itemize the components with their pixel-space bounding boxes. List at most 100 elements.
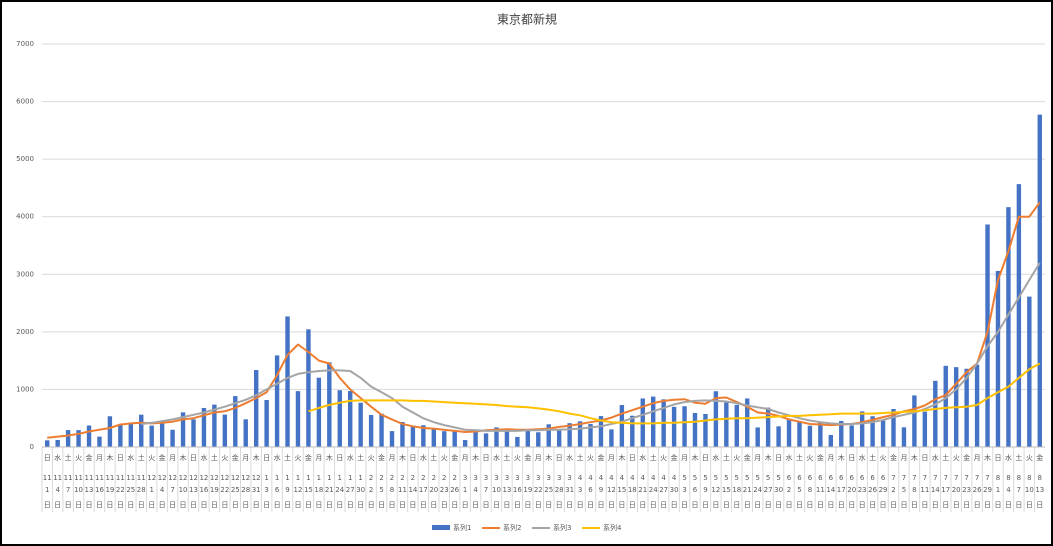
x-suffix-label: 日 <box>86 501 93 509</box>
x-weekday-label: 月 <box>608 454 615 462</box>
x-weekday-label: 日 <box>629 454 636 462</box>
bar <box>285 316 290 447</box>
x-weekday-label: 木 <box>106 453 113 462</box>
x-month-label: 8 <box>1017 474 1021 482</box>
x-day-label: 27 <box>346 486 355 494</box>
x-day-label: 13 <box>502 486 511 494</box>
x-day-label: 8 <box>912 486 916 494</box>
x-month-label: 1 <box>338 474 342 482</box>
x-suffix-label: 日 <box>890 501 897 509</box>
x-weekday-label: 金 <box>890 453 897 462</box>
bar <box>358 402 363 447</box>
x-weekday-label: 水 <box>712 453 719 462</box>
bar <box>891 409 896 447</box>
x-month-label: 5 <box>682 474 686 482</box>
x-day-label: 9 <box>285 486 289 494</box>
bar <box>410 425 416 447</box>
x-weekday-label: 水 <box>54 453 61 462</box>
x-month-label: 7 <box>912 474 916 482</box>
legend-label: 系列2 <box>503 523 521 532</box>
x-suffix-label: 日 <box>441 501 448 509</box>
x-suffix-label: 日 <box>409 501 416 509</box>
x-month-label: 1 <box>306 474 310 482</box>
x-suffix-label: 日 <box>984 501 991 509</box>
x-suffix-label: 日 <box>723 501 730 509</box>
x-day-label: 23 <box>858 486 867 494</box>
x-month-label: 3 <box>567 474 571 482</box>
chart-title: 東京都新規 <box>497 12 557 27</box>
bar <box>880 419 886 447</box>
x-suffix-label: 日 <box>744 501 751 509</box>
x-weekday-label: 木 <box>691 453 698 462</box>
bar <box>703 414 708 447</box>
x-suffix-label: 日 <box>556 501 563 509</box>
x-weekday-label: 金 <box>86 453 93 462</box>
x-month-label: 7 <box>891 474 895 482</box>
x-weekday-label: 日 <box>775 454 782 462</box>
x-day-label: 15 <box>304 486 313 494</box>
x-day-label: 23 <box>440 486 449 494</box>
bar <box>316 377 322 447</box>
x-weekday-label: 土 <box>211 453 218 462</box>
y-tick-label: 7000 <box>16 40 34 48</box>
x-suffix-label: 日 <box>900 501 907 509</box>
x-weekday-label: 水 <box>786 453 793 462</box>
bar <box>222 414 228 447</box>
x-weekday-label: 日 <box>117 454 124 462</box>
x-suffix-label: 日 <box>608 501 615 509</box>
x-suffix-label: 日 <box>117 501 124 509</box>
x-month-label: 5 <box>766 474 770 482</box>
x-month-label: 4 <box>588 474 593 482</box>
x-suffix-label: 日 <box>869 501 876 509</box>
x-weekday-label: 火 <box>148 454 155 462</box>
x-suffix-label: 日 <box>712 501 719 509</box>
bar <box>107 416 113 447</box>
bar <box>483 433 489 447</box>
x-weekday-label: 月 <box>681 454 688 462</box>
x-weekday-label: 日 <box>44 454 51 462</box>
bar <box>776 426 781 447</box>
x-day-label: 1 <box>463 486 467 494</box>
x-weekday-label: 金 <box>305 453 312 462</box>
x-day-label: 24 <box>649 486 658 494</box>
x-day-label: 19 <box>210 486 219 494</box>
x-suffix-label: 日 <box>232 501 239 509</box>
x-month-label: 3 <box>505 474 509 482</box>
x-suffix-label: 日 <box>775 501 782 509</box>
bar <box>348 390 353 447</box>
x-weekday-label: 月 <box>827 454 834 462</box>
x-day-label: 8 <box>808 486 812 494</box>
bar <box>870 416 875 447</box>
x-day-label: 19 <box>523 486 532 494</box>
x-suffix-label: 日 <box>671 501 678 509</box>
series-line <box>308 362 1041 425</box>
x-suffix-label: 日 <box>503 501 510 509</box>
x-suffix-label: 日 <box>253 501 260 509</box>
x-suffix-label: 日 <box>200 501 207 509</box>
x-day-label: 6 <box>275 486 280 494</box>
x-weekday-label: 金 <box>963 453 970 462</box>
bar <box>734 404 739 447</box>
x-day-label: 2 <box>891 486 895 494</box>
x-suffix-label: 日 <box>650 501 657 509</box>
x-day-label: 24 <box>753 486 762 494</box>
x-month-label: 11 <box>53 474 62 482</box>
y-tick-label: 6000 <box>16 98 34 106</box>
x-day-label: 5 <box>379 486 383 494</box>
x-month-label: 6 <box>870 474 875 482</box>
x-weekday-label: 月 <box>389 454 396 462</box>
bar <box>431 428 436 447</box>
bar <box>159 421 165 447</box>
x-day-label: 21 <box>325 486 334 494</box>
x-suffix-label: 日 <box>806 501 813 509</box>
x-month-label: 6 <box>829 474 834 482</box>
x-weekday-label: 水 <box>127 453 134 462</box>
x-day-label: 28 <box>555 486 564 494</box>
bar <box>201 407 207 447</box>
bar <box>588 424 593 447</box>
x-month-label: 3 <box>546 474 550 482</box>
x-month-label: 2 <box>400 474 404 482</box>
x-weekday-label: 金 <box>159 453 166 462</box>
x-weekday-label: 木 <box>911 453 918 462</box>
x-day-label: 21 <box>638 486 647 494</box>
